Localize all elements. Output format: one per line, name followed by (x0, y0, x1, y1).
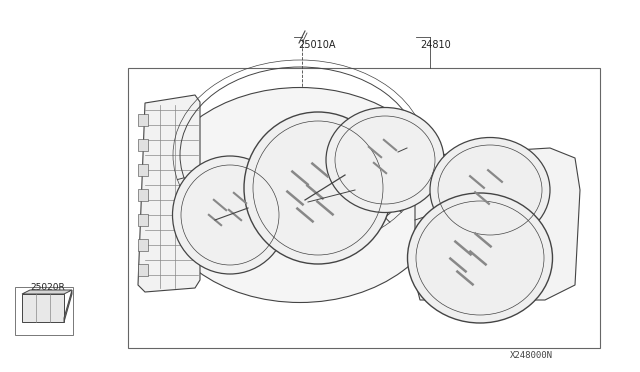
Text: FRONT: FRONT (172, 111, 200, 129)
Bar (15, 287, 73, 335)
Ellipse shape (173, 156, 287, 274)
Ellipse shape (155, 87, 445, 302)
Text: X248000N: X248000N (510, 352, 553, 360)
Polygon shape (138, 239, 148, 251)
Text: 24813: 24813 (487, 153, 518, 163)
Ellipse shape (326, 108, 444, 212)
Polygon shape (138, 189, 148, 201)
Bar (128, 68, 600, 348)
Polygon shape (138, 95, 200, 292)
Text: 25020R: 25020R (30, 283, 65, 292)
Polygon shape (64, 290, 72, 322)
Text: 24810: 24810 (420, 40, 451, 50)
Polygon shape (22, 294, 64, 322)
Polygon shape (22, 290, 72, 294)
Ellipse shape (430, 138, 550, 243)
Ellipse shape (408, 193, 552, 323)
Ellipse shape (244, 112, 392, 264)
Polygon shape (138, 264, 148, 276)
Polygon shape (138, 114, 148, 126)
Text: 25010A: 25010A (298, 40, 335, 50)
Polygon shape (415, 148, 580, 300)
Polygon shape (138, 164, 148, 176)
Polygon shape (138, 139, 148, 151)
Polygon shape (138, 214, 148, 226)
